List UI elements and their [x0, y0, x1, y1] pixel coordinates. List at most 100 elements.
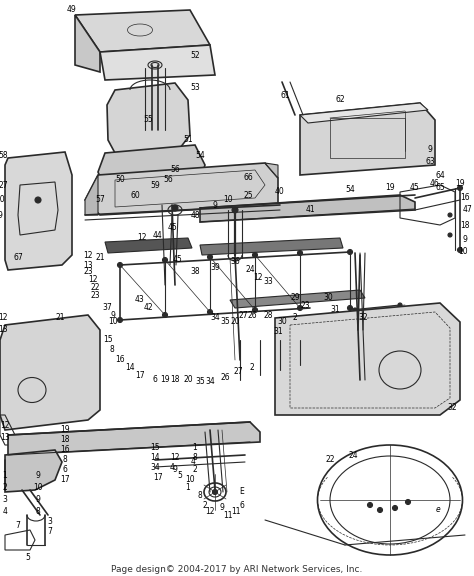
Circle shape — [163, 313, 167, 317]
Polygon shape — [85, 163, 278, 215]
Circle shape — [392, 506, 398, 510]
Text: 27: 27 — [233, 367, 243, 377]
Text: 8: 8 — [36, 507, 40, 517]
Text: 14: 14 — [150, 453, 160, 463]
Text: 33: 33 — [263, 278, 273, 286]
Text: 12: 12 — [253, 272, 263, 282]
Text: 2: 2 — [202, 501, 207, 510]
Text: 3: 3 — [2, 495, 8, 505]
Circle shape — [253, 252, 257, 257]
Text: 5: 5 — [26, 554, 30, 563]
Text: 6: 6 — [153, 376, 157, 385]
Circle shape — [353, 308, 357, 312]
Text: 12: 12 — [0, 420, 10, 430]
Circle shape — [212, 490, 218, 495]
Text: 17: 17 — [60, 476, 70, 484]
Text: 13: 13 — [0, 434, 10, 442]
Text: 11: 11 — [231, 507, 241, 517]
Text: 13: 13 — [83, 260, 93, 270]
Text: 8: 8 — [198, 491, 202, 499]
Polygon shape — [230, 290, 365, 308]
Text: 58: 58 — [0, 150, 8, 160]
Text: 29: 29 — [290, 294, 300, 302]
Text: 55: 55 — [143, 116, 153, 124]
Polygon shape — [5, 152, 72, 270]
Text: 40: 40 — [275, 188, 285, 196]
Text: 2: 2 — [250, 363, 255, 373]
Text: 10: 10 — [458, 248, 468, 256]
Text: 19: 19 — [160, 376, 170, 385]
Text: 25: 25 — [243, 191, 253, 199]
Text: 24: 24 — [245, 266, 255, 275]
Circle shape — [405, 499, 410, 505]
Text: 9: 9 — [428, 146, 432, 154]
Text: 17: 17 — [153, 473, 163, 483]
Text: 19: 19 — [455, 179, 465, 188]
Polygon shape — [98, 145, 205, 188]
Text: 18: 18 — [170, 376, 180, 385]
Text: 9: 9 — [36, 472, 40, 480]
Polygon shape — [75, 10, 210, 52]
Circle shape — [253, 308, 257, 313]
Text: 12: 12 — [0, 313, 8, 323]
Text: 62: 62 — [335, 96, 345, 104]
Circle shape — [208, 309, 212, 314]
Text: 16: 16 — [460, 192, 470, 202]
Text: 8: 8 — [109, 346, 114, 354]
Text: 61: 61 — [280, 90, 290, 100]
Text: 15: 15 — [150, 444, 160, 453]
Text: 18: 18 — [60, 435, 70, 445]
Text: 47: 47 — [463, 206, 473, 214]
Text: 41: 41 — [305, 206, 315, 214]
Circle shape — [172, 205, 178, 211]
Text: 8: 8 — [63, 456, 67, 464]
Text: 21: 21 — [55, 313, 65, 323]
Polygon shape — [85, 175, 98, 215]
Polygon shape — [300, 103, 428, 123]
Circle shape — [457, 185, 463, 191]
Polygon shape — [265, 163, 278, 178]
Text: 30: 30 — [323, 294, 333, 302]
Text: Page design© 2004-2017 by ARI Network Services, Inc.: Page design© 2004-2017 by ARI Network Se… — [111, 566, 363, 574]
Text: 6: 6 — [239, 501, 245, 510]
Text: 9: 9 — [36, 495, 40, 505]
Circle shape — [118, 317, 122, 323]
Circle shape — [35, 197, 41, 203]
Text: 43: 43 — [135, 295, 145, 305]
Text: 12: 12 — [170, 453, 180, 463]
Text: 9: 9 — [219, 503, 224, 513]
Text: 2: 2 — [3, 483, 8, 492]
Text: 18: 18 — [460, 221, 470, 229]
Text: 57: 57 — [95, 195, 105, 204]
Text: 45: 45 — [410, 184, 420, 192]
Text: 32: 32 — [358, 313, 368, 323]
Text: 39: 39 — [210, 263, 220, 272]
Text: 8: 8 — [192, 453, 197, 463]
Text: 48: 48 — [190, 210, 200, 219]
Text: 45: 45 — [173, 256, 183, 264]
Text: 66: 66 — [243, 173, 253, 183]
Text: 10: 10 — [33, 483, 43, 492]
Text: 2: 2 — [192, 465, 197, 475]
Text: 17: 17 — [135, 370, 145, 380]
Text: 60: 60 — [130, 191, 140, 199]
Text: 4: 4 — [170, 464, 174, 472]
Text: 46: 46 — [430, 179, 440, 188]
Text: 19: 19 — [385, 184, 395, 192]
Text: 7: 7 — [16, 521, 20, 529]
Text: 54: 54 — [345, 185, 355, 195]
Circle shape — [232, 207, 238, 213]
Polygon shape — [107, 83, 190, 153]
Text: 56: 56 — [170, 165, 180, 175]
Text: 37: 37 — [102, 304, 112, 313]
Text: 26: 26 — [220, 373, 230, 382]
Polygon shape — [300, 103, 435, 175]
Circle shape — [298, 305, 302, 310]
Text: 10: 10 — [108, 317, 118, 327]
Circle shape — [118, 263, 122, 267]
Text: 3: 3 — [47, 517, 53, 526]
Text: 12: 12 — [88, 275, 98, 285]
Text: 20: 20 — [230, 317, 240, 327]
Text: 38: 38 — [190, 267, 200, 276]
Text: 27: 27 — [0, 180, 8, 190]
